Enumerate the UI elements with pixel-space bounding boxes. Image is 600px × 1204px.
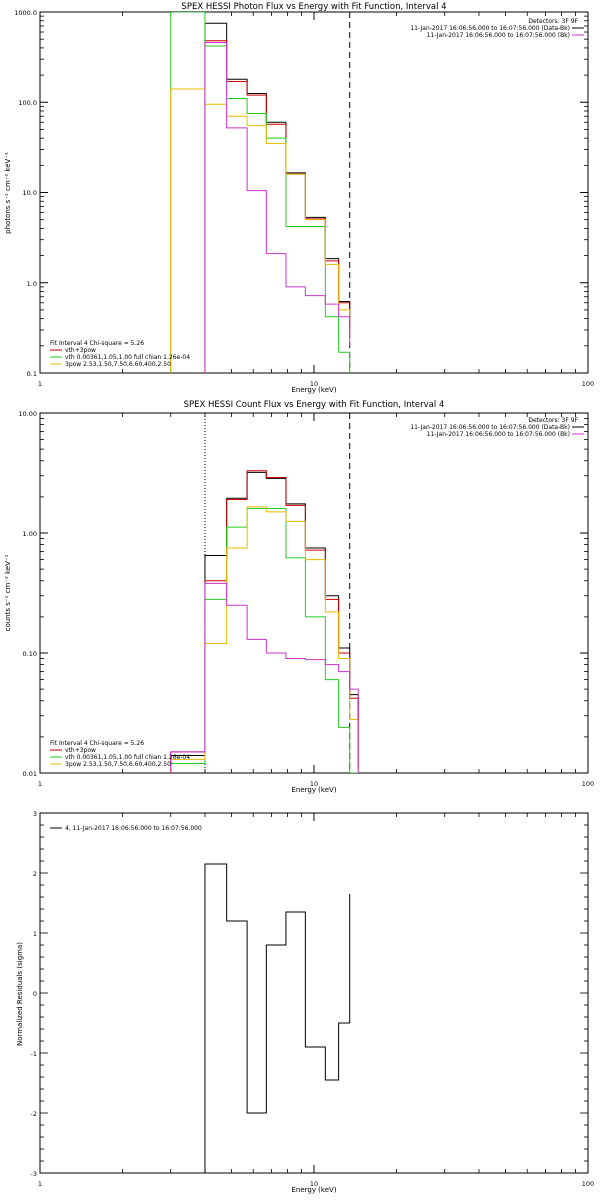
panel1-xlabel: Energy (keV) — [291, 386, 336, 394]
residuals-panel: Energy (keV) Normalized Residuals (sigma… — [16, 810, 594, 1194]
panel2-legend-data-bk: 11-Jan-2017 16:06:56.000 to 16:07:56.000… — [410, 424, 570, 431]
panel1-xtick-1: 1 — [38, 380, 42, 388]
panel1-legend-bottom-left: Fit Interval 4 Chi-square = 5.26 vth+3po… — [50, 340, 190, 368]
panel3-xlabel: Energy (keV) — [291, 1186, 336, 1194]
panel2-series-1-histogram — [170, 470, 359, 773]
panel2-legend-vth: vth 0.00361,1.05,1.00 full chian 1.26e-0… — [65, 754, 190, 761]
panel2-detectors-label: Detectors: 3F 9F — [528, 417, 578, 424]
panel2-ytick-0.01: 0.01 — [23, 770, 37, 778]
count-flux-panel: SPEX HESSI Count Flux vs Energy with Fit… — [4, 400, 594, 794]
panel2-xtick-100: 100 — [582, 780, 594, 788]
panel3-xtick-1: 1 — [38, 1180, 42, 1188]
photon-flux-panel: SPEX HESSI Photon Flux vs Energy with Fi… — [4, 2, 594, 394]
panel1-ytick-1000: 1000.0 — [14, 9, 37, 17]
panel2-fit-header: Fit Interval 4 Chi-square = 5.26 — [50, 740, 144, 747]
panel2-xtick-10: 10 — [310, 780, 318, 788]
panel3-ytick-0: 0 — [33, 990, 37, 998]
panel3-ytick-m1: -1 — [31, 1050, 37, 1058]
panel1-ytick-1: 1.0 — [27, 280, 37, 288]
panel1-ytick-10: 10.0 — [23, 189, 37, 197]
panel3-ytick-m2: -2 — [31, 1110, 37, 1118]
panel1-xtick-100: 100 — [582, 380, 594, 388]
panel1-legend-top-right: Detectors: 3F 9F 11-Jan-2017 16:06:56.00… — [410, 18, 584, 39]
panel3-ytick-2: 2 — [33, 870, 37, 878]
panel1-xtick-10: 10 — [310, 380, 318, 388]
panel2-series-2-histogram — [170, 508, 359, 773]
panel3-plot — [39, 812, 589, 1174]
panel1-series-4-histogram — [204, 41, 351, 373]
panel3-legend: 4, 11-Jan-2017 16:06:56.000 to 16:07:56.… — [50, 825, 202, 832]
panel1-ytick-100: 100.0 — [18, 99, 37, 107]
panel3-legend-text: 4, 11-Jan-2017 16:06:56.000 to 16:07:56.… — [65, 825, 202, 832]
panel1-legend-bk: 11-Jan-2017 16:06:56.000 to 16:07:56.000… — [427, 32, 570, 39]
panel3-ytick-1: 1 — [33, 930, 37, 938]
panel2-xtick-1: 1 — [38, 780, 42, 788]
panel2-ylabel: counts s⁻¹ cm⁻² keV⁻¹ — [4, 554, 12, 631]
panel1-plot — [39, 11, 589, 374]
panel2-ytick-0.1: 0.10 — [23, 650, 37, 658]
panel2-legend-top-right: Detectors: 3F 9F 11-Jan-2017 16:06:56.00… — [410, 417, 584, 438]
panel3-series-0-histogram — [204, 863, 351, 1173]
panel1-legend-total: vth+3pow — [65, 347, 96, 354]
panel2-xlabel: Energy (keV) — [291, 786, 336, 794]
panel2-series-3-histogram — [170, 506, 359, 773]
panel2-legend-bk: 11-Jan-2017 16:06:56.000 to 16:07:56.000… — [427, 431, 570, 438]
panel2-plot — [39, 412, 589, 774]
panel3-ytick-m3: -3 — [31, 1170, 37, 1178]
panel3-frame — [39, 812, 589, 1174]
panel1-series-3-histogram — [170, 88, 351, 373]
panel1-title: SPEX HESSI Photon Flux vs Energy with Fi… — [181, 2, 446, 12]
panel2-series-4-histogram — [170, 582, 359, 773]
panel2-series-0-histogram — [170, 471, 359, 773]
panel1-legend-data-bk: 11-Jan-2017 16:06:56.000 to 16:07:56.000… — [410, 25, 570, 32]
panel2-legend-pow: 3pow 2.53,1.50,7.50,6.60,400,2.50 — [65, 761, 171, 768]
panel2-legend-bottom-left: Fit Interval 4 Chi-square = 5.26 vth+3po… — [50, 740, 190, 768]
panel3-ytick-3: 3 — [33, 810, 37, 818]
panel3-xtick-10: 10 — [310, 1180, 318, 1188]
panel1-legend-vth: vth 0.00361,1.05,1.00 full chian 1.26e-0… — [65, 354, 190, 361]
panel1-frame — [39, 11, 589, 374]
panel3-ylabel: Normalized Residuals (sigma) — [16, 942, 24, 1046]
panel1-fit-header: Fit Interval 4 Chi-square = 5.26 — [50, 340, 144, 347]
panel2-ytick-10: 10.00 — [18, 410, 37, 418]
panel2-frame — [39, 412, 589, 774]
panel1-ylabel: photons s⁻¹ cm⁻² keV⁻¹ — [4, 152, 12, 234]
panel1-detectors-label: Detectors: 3F 9F — [528, 18, 578, 25]
panel1-ytick-0.1: 0.1 — [27, 370, 37, 378]
panel2-title: SPEX HESSI Count Flux vs Energy with Fit… — [184, 400, 445, 410]
panel2-ytick-1: 1.00 — [23, 530, 37, 538]
panel2-legend-total: vth+3pow — [65, 747, 96, 754]
panel1-series-2-histogram — [170, 12, 351, 373]
panel1-legend-pow: 3pow 2.53,1.50,7.50,6.60,400,2.50 — [65, 361, 171, 368]
panel3-xtick-100: 100 — [582, 1180, 594, 1188]
